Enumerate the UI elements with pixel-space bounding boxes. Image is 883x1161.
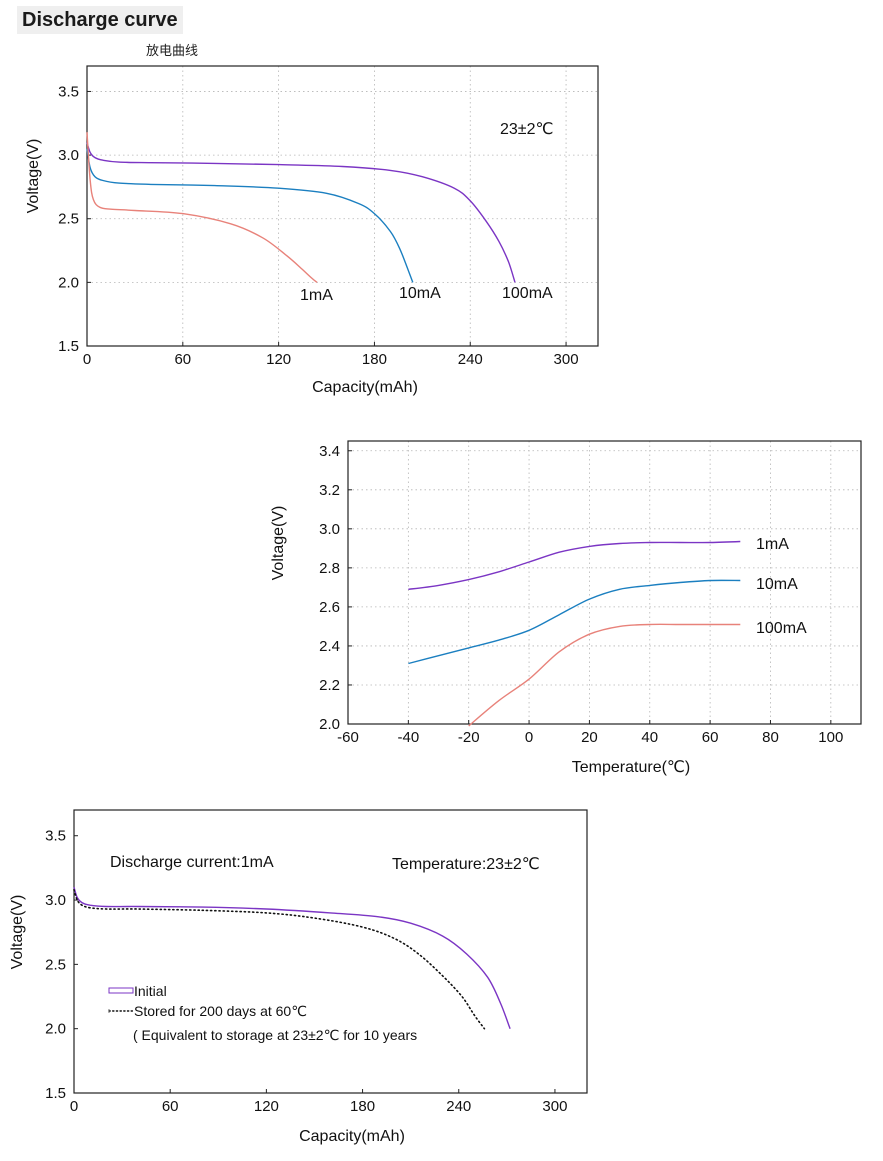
- x-tick-label: 120: [266, 351, 291, 368]
- series-label: 100mA: [502, 285, 553, 302]
- capacity-discharge-chart: 0 60 120 180 240 300 1.5 2.0 2.5 3.0 3.5 Capacity(m…: [25, 65, 599, 396]
- series-label: 1mA: [756, 536, 789, 553]
- legend-entry: Initial: [134, 983, 167, 999]
- series-label: 10mA: [399, 285, 441, 302]
- x-tick-label: 20: [581, 729, 598, 746]
- series-label: 10mA: [756, 576, 798, 593]
- x-axis-title: Temperature(℃): [572, 759, 690, 776]
- y-tick-label: 3.4: [319, 443, 340, 460]
- series-line: [73, 889, 486, 1030]
- y-tick-label: 2.0: [319, 716, 340, 733]
- series-label: 1mA: [300, 287, 333, 304]
- page-subtitle: 放电曲线: [146, 44, 199, 59]
- x-tick-label: 300: [554, 351, 579, 368]
- x-tick-label: 40: [641, 729, 658, 746]
- legend-note: ( Equivalent to storage at 23±2℃ for 10 …: [133, 1027, 417, 1043]
- series-line: [86, 132, 318, 283]
- y-axis-title: Voltage(V): [9, 895, 26, 970]
- plot-frame: [347, 440, 862, 725]
- x-tick-label: 180: [362, 351, 387, 368]
- plot-frame: [86, 65, 599, 347]
- chart-annotation: Temperature:23±2℃: [392, 856, 540, 873]
- x-tick-label: 80: [762, 729, 779, 746]
- y-axis-title: Voltage(V): [270, 506, 287, 581]
- y-tick-label: 2.5: [45, 956, 66, 973]
- plot-frame: [73, 809, 588, 1094]
- y-axis-title: Voltage(V): [25, 139, 42, 214]
- x-tick-label: 240: [446, 1098, 471, 1115]
- x-tick-label: -40: [398, 729, 420, 746]
- x-tick-label: 100: [818, 729, 843, 746]
- x-tick-label: 180: [350, 1098, 375, 1115]
- y-tick-label: 3.0: [45, 892, 66, 909]
- x-tick-label: 0: [525, 729, 533, 746]
- x-tick-label: 60: [702, 729, 719, 746]
- chart-annotation: Discharge current:1mA: [110, 854, 274, 871]
- y-tick-label: 3.2: [319, 482, 340, 499]
- x-axis-title: Capacity(mAh): [312, 379, 418, 396]
- y-tick-label: 2.0: [58, 274, 79, 291]
- y-tick-label: 2.4: [319, 638, 340, 655]
- y-tick-label: 2.6: [319, 599, 340, 616]
- page-heading: Discharge curve: [17, 6, 183, 34]
- x-tick-label: 300: [542, 1098, 567, 1115]
- legend-swatch: [108, 987, 134, 994]
- y-tick-label: 3.5: [45, 828, 66, 845]
- y-tick-label: 2.8: [319, 560, 340, 577]
- y-tick-label: 2.2: [319, 677, 340, 694]
- y-tick-label: 3.0: [319, 521, 340, 538]
- temperature-voltage-chart: -60 -40 -20 0 20 40 60 80 100 2.0 2.2 2.4 2.6 2.8 3.0 3…: [270, 440, 862, 776]
- y-tick-label: 1.5: [45, 1085, 66, 1102]
- x-tick-label: 0: [70, 1098, 78, 1115]
- series-line: [86, 148, 414, 283]
- y-tick-label: 3.0: [58, 147, 79, 164]
- x-tick-label: 60: [162, 1098, 179, 1115]
- chart-annotation: 23±2℃: [500, 121, 553, 138]
- x-tick-label: -20: [458, 729, 480, 746]
- x-axis-title: Capacity(mAh): [299, 1128, 405, 1145]
- y-tick-label: 3.5: [58, 83, 79, 100]
- series-line: [408, 540, 741, 590]
- series-label: 100mA: [756, 620, 807, 637]
- series-line: [468, 623, 741, 727]
- series-line: [73, 887, 511, 1029]
- x-tick-label: 120: [254, 1098, 279, 1115]
- y-tick-label: 2.0: [45, 1021, 66, 1038]
- legend-entry: Stored for 200 days at 60℃: [134, 1003, 307, 1019]
- x-tick-label: 0: [83, 351, 91, 368]
- series-line: [86, 142, 516, 283]
- x-tick-label: -60: [337, 729, 359, 746]
- x-tick-label: 240: [458, 351, 483, 368]
- series-line: [408, 579, 741, 665]
- y-tick-label: 2.5: [58, 211, 79, 228]
- x-tick-label: 60: [174, 351, 191, 368]
- y-tick-label: 1.5: [58, 338, 79, 355]
